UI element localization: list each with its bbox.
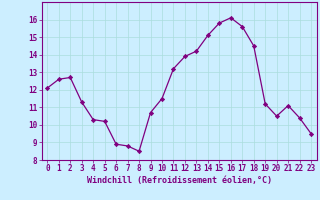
X-axis label: Windchill (Refroidissement éolien,°C): Windchill (Refroidissement éolien,°C) — [87, 176, 272, 185]
